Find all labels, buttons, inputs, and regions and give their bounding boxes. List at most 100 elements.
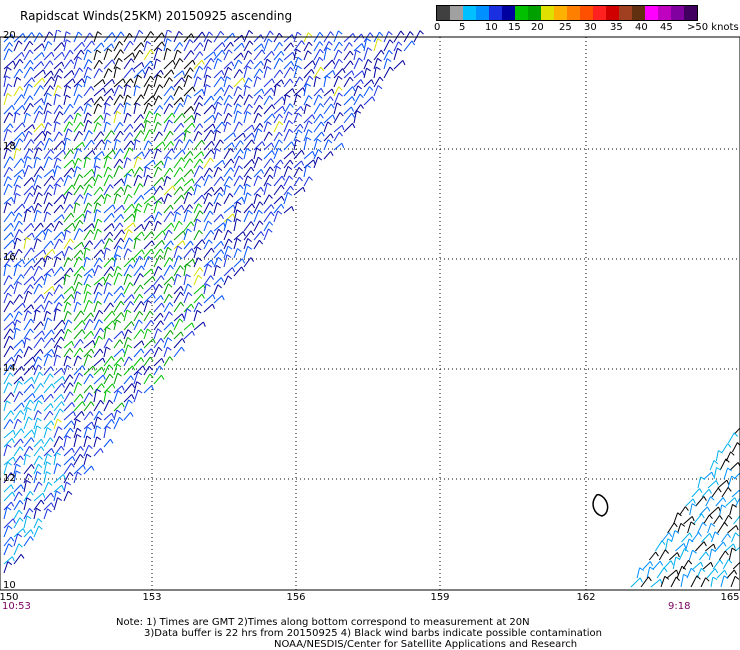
wind-barb-left-461	[53, 140, 63, 151]
wind-barb-left-13	[133, 30, 140, 43]
wind-barb-left-947	[153, 295, 162, 304]
wind-barb-left-1249	[53, 484, 63, 493]
wind-barb-left-1222	[43, 453, 48, 466]
wind-barb-left-22	[223, 32, 234, 43]
wind-barb-left-718	[133, 209, 137, 223]
wind-barb-left-818	[53, 250, 63, 259]
wind-barb-left-513	[233, 149, 241, 160]
wind-barb-left-736	[33, 222, 42, 232]
wind-barb-left-568	[133, 166, 141, 178]
wind-barb-left-502	[123, 147, 130, 160]
wind-barb-left-1083	[133, 357, 142, 367]
wind-barb-left-828	[153, 248, 161, 259]
wind-barb-left-1266	[23, 508, 30, 520]
time-right: 9:18	[668, 601, 691, 612]
wind-barb-left-1087	[3, 364, 12, 376]
wind-barb-left-604	[183, 178, 193, 187]
wind-barb-left-308	[303, 95, 310, 106]
wind-barb-left-555	[3, 167, 10, 178]
wind-barb-right-77	[672, 556, 677, 570]
wind-barb-left-200	[373, 67, 377, 79]
wind-barb-left-1105	[23, 376, 33, 385]
wind-barb-left-271	[313, 87, 322, 97]
wind-barb-left-990	[153, 312, 161, 322]
wind-barb-left-1111	[83, 373, 91, 385]
wind-barb-left-881	[183, 264, 187, 277]
wind-barb-left-574	[193, 165, 200, 178]
wind-barb-left-619	[23, 185, 33, 196]
wind-barb-left-403	[163, 119, 170, 133]
wind-barb-left-1131	[123, 383, 133, 394]
wind-barb-left-1190	[43, 427, 48, 439]
lon-label-165: 165	[720, 592, 740, 603]
wind-barb-left-535	[123, 157, 128, 169]
wind-barb-left-344	[293, 106, 302, 115]
wind-barb-left-913	[33, 283, 40, 295]
wind-barb-left-1077	[73, 355, 79, 367]
wind-barb-left-388	[13, 122, 23, 133]
wind-barb-left-1141	[73, 393, 81, 403]
wind-barb-left-130	[73, 56, 79, 70]
wind-barb-left-918	[83, 284, 88, 295]
wind-barb-left-183	[203, 66, 208, 79]
lat-label-16: 16	[3, 252, 16, 263]
wind-barb-left-989	[143, 310, 151, 322]
wind-barb-left-297	[193, 95, 201, 106]
wind-barb-left-1177	[33, 417, 38, 430]
wind-barb-right-28	[679, 506, 686, 516]
wind-barb-left-152	[293, 57, 299, 70]
wind-barb-left-261	[213, 87, 222, 97]
wind-barb-left-1169	[83, 411, 91, 421]
wind-barb-left-654	[73, 194, 81, 205]
wind-barb-left-325	[103, 103, 107, 115]
wind-barb-left-1041	[73, 339, 81, 349]
wind-barb-left-908	[213, 277, 222, 286]
wind-barb-left-1161	[3, 410, 12, 421]
wind-barb-left-1247	[33, 481, 40, 493]
wind-barb-left-111	[283, 51, 294, 61]
wind-barb-left-137	[143, 60, 151, 70]
wind-barb-left-722	[173, 212, 177, 223]
wind-barb-left-178	[153, 69, 162, 79]
wind-barb-left-202	[3, 75, 7, 88]
wind-barb-left-1217	[93, 448, 101, 457]
wind-barb-left-338	[233, 103, 238, 115]
wind-barb-left-109	[263, 50, 273, 61]
wind-barb-left-418	[313, 121, 322, 133]
wind-barb-left-484	[283, 141, 293, 151]
wind-barb-left-681	[53, 204, 62, 214]
wind-barb-left-953	[213, 295, 223, 304]
wind-barb-left-1152	[43, 403, 52, 412]
wind-barb-left-733	[3, 222, 12, 232]
wind-barb-left-362	[113, 111, 118, 124]
wind-barb-right-56	[654, 540, 663, 552]
wind-barb-right-37	[703, 514, 710, 525]
wind-barb-left-1184	[103, 418, 112, 430]
wind-barb-left-596	[103, 174, 110, 187]
wind-barb-left-1054	[23, 346, 30, 358]
wind-barb-left-1096	[93, 366, 103, 376]
wind-barb-left-401	[143, 120, 147, 133]
wind-barb-left-147	[243, 59, 251, 70]
wind-barb-left-451	[293, 129, 299, 142]
wind-barb-left-1147	[133, 389, 139, 403]
wind-barb-left-389	[23, 124, 33, 133]
wind-barb-left-105	[223, 49, 230, 61]
wind-barb-left-225	[233, 77, 243, 88]
scale-swatch-1	[450, 6, 463, 20]
wind-barb-left-304	[263, 95, 270, 106]
wind-barb-right-32	[719, 504, 723, 516]
wind-barb-left-1259	[13, 500, 21, 511]
wind-barb-left-1194	[83, 426, 88, 439]
wind-barb-left-166	[33, 69, 44, 79]
wind-barb-left-796	[93, 239, 103, 250]
wind-barb-left-359	[83, 112, 88, 124]
wind-barb-left-387	[3, 123, 11, 133]
wind-barb-left-1130	[113, 385, 123, 394]
wind-barb-left-764	[43, 228, 49, 241]
wind-barb-left-514	[243, 148, 248, 160]
wind-barb-left-265	[253, 88, 263, 97]
wind-barb-left-1060	[83, 348, 92, 358]
wind-barb-left-839	[13, 259, 23, 268]
wind-barb-left-1242	[63, 472, 71, 484]
